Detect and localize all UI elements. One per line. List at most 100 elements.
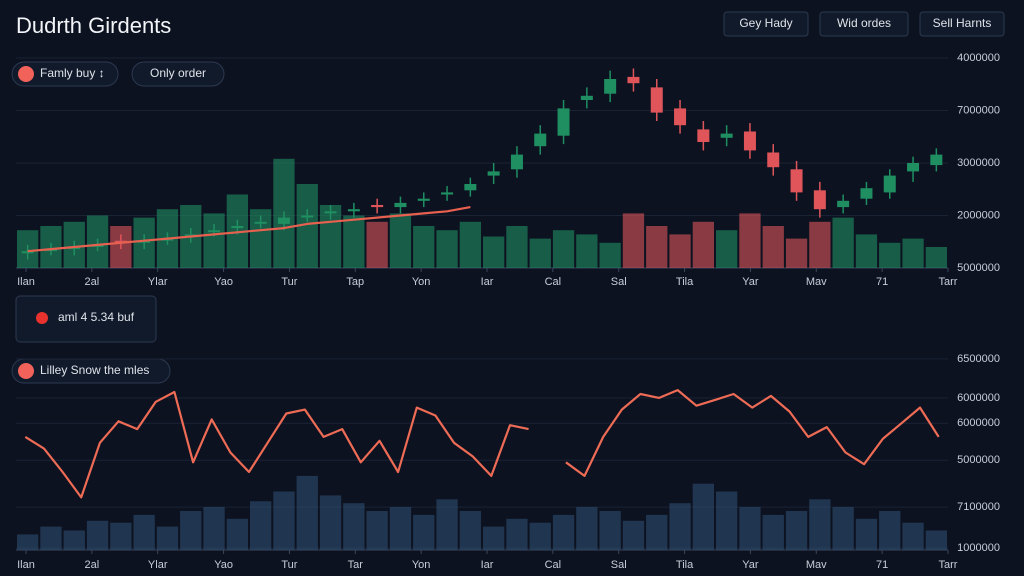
x-tick-label: Cal [545,276,562,288]
legend-dot [18,66,34,82]
button-label[interactable]: Only order [150,66,206,80]
volume-bar [669,503,691,550]
volume-bar [692,483,714,550]
volume-bar [599,511,621,550]
candle-body [254,221,267,224]
candle-body [907,163,920,172]
x-tick-label: Ylar [148,559,168,571]
volume-bar [576,507,598,550]
volume-bar [879,242,901,268]
volume-bar [552,230,575,268]
volume-bar [739,213,761,268]
volume-bar [483,526,505,550]
x-tick-label: 71 [876,276,888,288]
volume-bar [692,221,714,268]
volume-bar [762,514,784,550]
volume-bar [273,491,295,550]
legend-dot [18,363,34,379]
y-tick-label: 6500000 [957,353,1000,365]
x-tick-label: Tap [346,276,364,288]
volume-bar [879,511,901,550]
candle-body [277,217,290,224]
volume-bar [250,209,272,268]
candle-body [324,211,337,214]
candle-body [371,205,384,208]
volume-bar [203,213,225,268]
candle-body [231,226,244,229]
info-text: aml 4 5.34 buf [58,310,135,324]
volume-bar [716,230,738,268]
volume-bar [622,213,645,268]
volume-bar [855,518,878,550]
x-tick-label: Ilan [17,559,35,571]
volume-bar [506,518,528,550]
candle-body [301,215,314,218]
candle-body [930,154,943,166]
candle-body [767,152,780,168]
volume-bar [110,522,132,550]
volume-bar [296,475,318,550]
x-tick-label: Ilan [17,276,35,288]
volume-bar [785,511,808,550]
legend-label: Famly buy ↕ [40,66,105,80]
candle-body [790,169,803,193]
info-box [15,295,157,343]
button[interactable] [919,11,1005,37]
x-tick-label: Cal [545,559,562,571]
volume-bar [366,221,388,268]
button[interactable] [723,11,809,37]
x-tick-label: Tarr [939,276,958,288]
candle-body [394,202,407,208]
volume-bar [576,234,598,268]
x-tick-label: Mav [806,276,827,288]
candle-body [557,108,570,136]
candle-body [441,192,454,195]
candle-body [510,154,523,170]
candle-body [347,209,360,212]
volume-bar [86,520,109,550]
volume-bar [389,507,412,550]
y-tick-label: 4000000 [957,52,1000,64]
x-tick-label: 71 [876,559,888,571]
volume-bar [902,522,924,550]
line-series [24,389,940,499]
volume-bar [203,507,225,550]
x-tick-label: Tar [348,559,364,571]
button[interactable] [819,11,909,37]
x-tick-label: Iar [481,276,494,288]
legend-pill[interactable] [11,61,119,87]
volume-bar [716,491,738,550]
button[interactable] [131,61,225,87]
candle-body [650,87,663,113]
legend-label: Lilley Snow the mles [40,363,149,377]
volume-bar [529,238,551,268]
y-tick-label: 5000000 [957,454,1000,466]
candle-body [21,251,34,254]
info-dot [36,312,48,324]
x-tick-label: Yao [214,559,233,571]
candle-body [604,79,617,94]
volume-bar [413,514,435,550]
x-tick-label: 2al [85,559,100,571]
y-tick-label: 1000000 [957,542,1000,554]
y-tick-label: 7100000 [957,501,1000,513]
button-label[interactable]: Gey Hady [739,16,792,30]
app-title: Dudrth Girdents [16,13,171,38]
candle-body [720,133,733,138]
volume-bar [459,511,481,550]
x-tick-label: 2al [85,276,100,288]
x-tick-label: Tur [281,276,297,288]
candle-body [674,108,687,126]
volume-bar [855,234,878,268]
volume-bar [156,526,179,550]
volume-bar [925,530,947,550]
volume-bar [436,230,458,268]
button-label[interactable]: Sell Harnts [933,16,992,30]
volume-bar [436,499,458,550]
button-label[interactable]: Wid ordes [837,16,891,30]
candle-body [627,76,640,84]
x-tick-label: Mav [806,559,827,571]
volume-bar [925,247,947,268]
